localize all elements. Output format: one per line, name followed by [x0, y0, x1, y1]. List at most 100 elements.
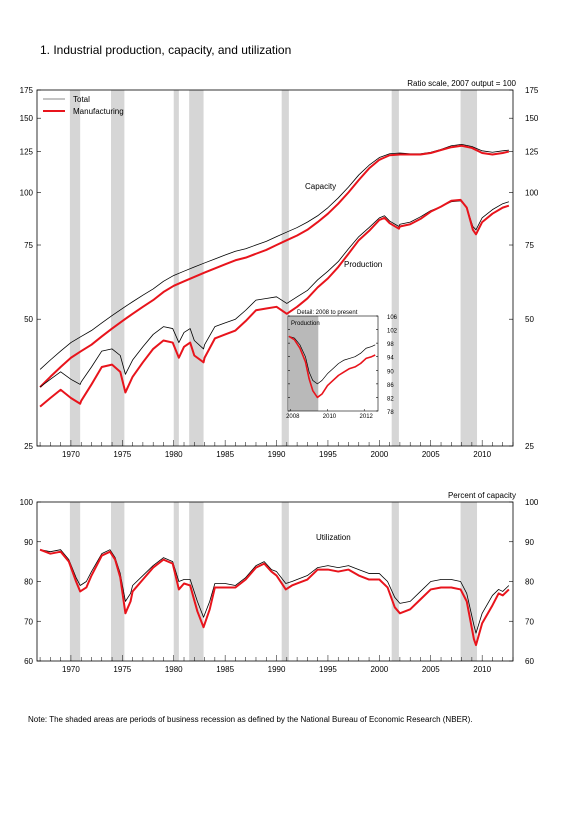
y-tick-label: 90 — [24, 538, 33, 547]
x-tick-label: 1985 — [216, 665, 234, 674]
legend-label-total: Total — [73, 95, 90, 104]
production-label: Production — [344, 260, 382, 269]
detail-inset: 78 82 86 90 94 98 102 106 2008 2010 2012 Detail: 2… — [286, 310, 398, 420]
y-tick-label: 70 — [525, 617, 534, 626]
recession-band — [281, 90, 289, 446]
axis-ticks: 60 60 70 70 80 80 90 90 100 100 1970 1975 1980 1985 19… — [20, 498, 539, 674]
series-line-manufacturing — [288, 335, 376, 399]
axis-ticks: 25 25 50 50 75 75 100 100 125 125 150 150 175 175 1970… — [20, 86, 539, 459]
y-tick-label: 150 — [525, 114, 539, 123]
y-tick-label: 50 — [525, 315, 534, 324]
y-tick-label: 106 — [387, 315, 398, 321]
utilization-panel: 60 60 70 70 80 80 90 90 100 100 1970 1975 1980 1985 19… — [20, 491, 539, 674]
y-tick-label: 150 — [20, 114, 34, 123]
y-tick-label: 94 — [387, 356, 394, 362]
recession-band — [111, 502, 125, 661]
series-line-manufacturing — [39, 548, 510, 647]
series-lines — [39, 143, 510, 408]
series-line-total — [39, 143, 509, 370]
recession-band — [391, 502, 399, 661]
x-tick-label: 1980 — [165, 450, 183, 459]
y-tick-label: 175 — [20, 86, 34, 95]
utilization-label: Utilization — [316, 533, 351, 542]
capacity-label: Capacity — [305, 182, 336, 191]
x-tick-label: 1970 — [62, 450, 80, 459]
inset-title: Detail: 2008 to present — [297, 310, 358, 316]
x-tick-label: 2005 — [422, 450, 440, 459]
y-tick-label: 82 — [387, 396, 394, 402]
legend: Total Manufacturing — [43, 95, 124, 116]
recession-band — [189, 90, 204, 446]
x-tick-label: 1975 — [113, 665, 131, 674]
inset-axis-ticks: 78 82 86 90 94 98 102 106 2008 2010 2012 — [286, 315, 398, 420]
y-tick-label: 98 — [387, 342, 394, 348]
y-tick-label: 60 — [24, 657, 33, 666]
x-tick-label: 1995 — [319, 665, 337, 674]
y-tick-label: 125 — [525, 148, 539, 157]
y-tick-label: 100 — [20, 188, 34, 197]
y-tick-label: 100 — [525, 188, 539, 197]
x-tick-label: 2000 — [370, 665, 388, 674]
percent-annotation: Percent of capacity — [448, 491, 516, 500]
scale-annotation: Ratio scale, 2007 output = 100 — [407, 79, 516, 88]
x-tick-label: 2008 — [286, 414, 300, 420]
y-tick-label: 86 — [387, 383, 394, 389]
y-tick-label: 125 — [20, 148, 34, 157]
y-tick-label: 102 — [387, 329, 398, 335]
inset-production-label: Production — [291, 321, 320, 327]
recession-band — [111, 90, 125, 446]
x-tick-label: 1985 — [216, 450, 234, 459]
legend-label-manufacturing: Manufacturing — [73, 107, 124, 116]
x-tick-label: 1995 — [319, 450, 337, 459]
plot-frame — [36, 89, 514, 447]
x-tick-label: 2010 — [323, 414, 337, 420]
x-tick-label: 2000 — [370, 450, 388, 459]
y-tick-label: 25 — [24, 442, 33, 451]
capacity-production-panel: 25 25 50 50 75 75 100 100 125 125 150 150 175 175 1970… — [20, 79, 539, 459]
page-title: 1. Industrial production, capacity, and … — [40, 43, 292, 57]
x-tick-label: 1975 — [113, 450, 131, 459]
y-tick-label: 70 — [24, 617, 33, 626]
recession-bands — [69, 90, 478, 446]
x-tick-label: 2010 — [473, 665, 491, 674]
y-tick-label: 100 — [20, 498, 34, 507]
x-tick-label: 1980 — [165, 665, 183, 674]
x-tick-label: 1990 — [268, 450, 286, 459]
recession-band — [173, 90, 179, 446]
recession-band — [288, 316, 319, 411]
y-tick-label: 100 — [525, 498, 539, 507]
y-tick-label: 175 — [525, 86, 539, 95]
y-tick-label: 25 — [525, 442, 534, 451]
y-tick-label: 75 — [525, 241, 534, 250]
y-tick-label: 75 — [24, 241, 33, 250]
x-tick-label: 1970 — [62, 665, 80, 674]
x-tick-label: 2012 — [360, 414, 374, 420]
inset-series-lines — [288, 335, 376, 399]
recession-band — [281, 502, 289, 661]
y-tick-label: 90 — [387, 369, 394, 375]
series-line-manufacturing — [39, 144, 510, 388]
recession-band — [189, 502, 204, 661]
inset-frame — [287, 315, 379, 412]
recession-band — [391, 90, 399, 446]
plot-frame — [36, 501, 514, 662]
y-tick-label: 90 — [525, 538, 534, 547]
y-tick-label: 80 — [525, 578, 534, 587]
series-lines — [39, 548, 510, 647]
y-tick-label: 80 — [24, 578, 33, 587]
series-line-total — [288, 336, 376, 385]
series-line-total — [39, 200, 510, 388]
series-line-total — [40, 549, 510, 634]
y-tick-label: 50 — [24, 315, 33, 324]
x-tick-label: 2010 — [473, 450, 491, 459]
recession-band — [460, 90, 478, 446]
y-tick-label: 78 — [387, 410, 394, 416]
recession-bands — [69, 502, 478, 661]
footnote: Note: The shaded areas are periods of bu… — [28, 715, 473, 724]
series-line-manufacturing — [39, 198, 510, 408]
x-tick-label: 1990 — [268, 665, 286, 674]
inset-recession-band — [288, 316, 319, 411]
recession-band — [69, 90, 81, 446]
y-tick-label: 60 — [525, 657, 534, 666]
